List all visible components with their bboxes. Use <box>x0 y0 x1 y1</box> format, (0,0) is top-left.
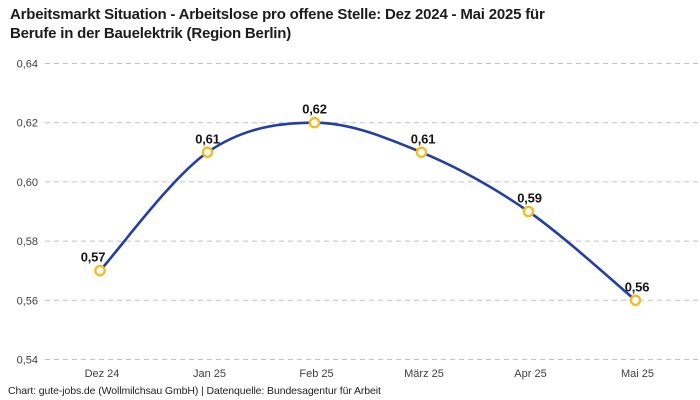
chart-title: Arbeitsmarkt Situation - Arbeitslose pro… <box>10 5 690 43</box>
data-point-label: 0,57 <box>81 250 106 265</box>
data-point-marker <box>415 146 428 159</box>
data-point-marker <box>629 294 642 307</box>
x-tick-label: März 25 <box>404 368 444 380</box>
footer-credit: Chart: gute-jobs.de (Wollmilchsau GmbH) … <box>8 385 381 397</box>
y-tick-label: 0,58 <box>17 236 38 248</box>
y-tick-label: 0,60 <box>17 177 38 189</box>
data-point-marker <box>201 146 214 159</box>
y-tick-label: 0,56 <box>17 295 38 307</box>
data-point-label: 0,61 <box>195 131 220 146</box>
x-tick-label: Feb 25 <box>299 368 333 380</box>
data-point-label: 0,56 <box>625 279 650 294</box>
y-tick-label: 0,54 <box>17 355 38 367</box>
data-point-marker <box>308 116 321 129</box>
trend-line <box>98 121 637 302</box>
x-tick-label: Mai 25 <box>621 368 654 380</box>
data-point-marker <box>522 205 535 218</box>
data-point-label: 0,62 <box>302 102 327 117</box>
chart-title-line1: Arbeitsmarkt Situation - Arbeitslose pro… <box>10 6 545 23</box>
data-point-label: 0,59 <box>517 191 542 206</box>
chart-title-line2: Berufe in der Bauelektrik (Region Berlin… <box>10 25 292 42</box>
data-point-marker <box>94 264 106 277</box>
x-tick-label: Jan 25 <box>193 368 226 380</box>
y-tick-label: 0,62 <box>17 118 38 130</box>
x-tick-label: Apr 25 <box>514 368 546 380</box>
y-tick-label: 0,64 <box>17 59 38 71</box>
data-point-label: 0,61 <box>411 131 436 146</box>
x-tick-label: Dez 24 <box>85 368 120 380</box>
